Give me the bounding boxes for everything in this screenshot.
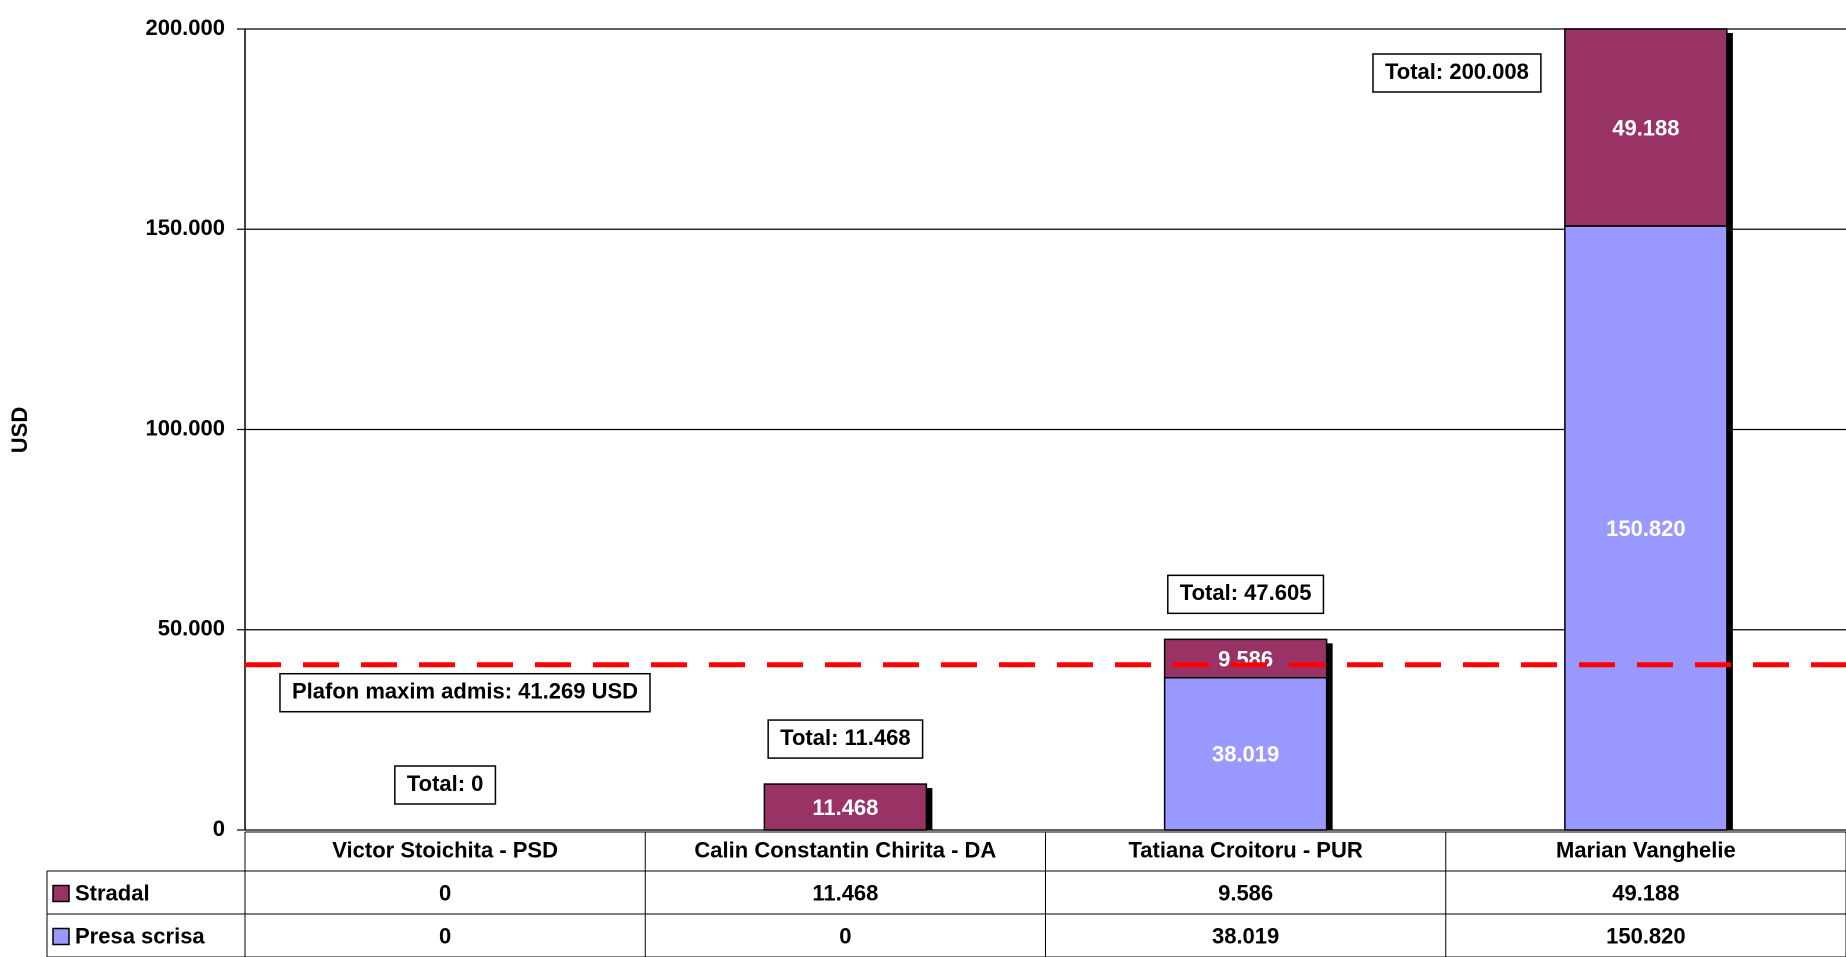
table-value: 0	[439, 880, 451, 905]
table-value: 150.820	[1606, 923, 1686, 948]
bar	[1564, 225, 1728, 831]
legend-label: Presa scrisa	[75, 923, 205, 948]
total-label: Total: 200.008	[1385, 59, 1529, 84]
table-value: 11.468	[812, 880, 878, 905]
bar-value-label: 11.468	[812, 795, 878, 820]
threshold-label: Plafon maxim admis: 41.269 USD	[292, 679, 638, 704]
legend-label: Stradal	[75, 880, 150, 905]
bar	[763, 783, 928, 831]
table-value: 9.586	[1218, 880, 1273, 905]
table-value: 0	[839, 923, 851, 948]
table-value: 38.019	[1212, 923, 1279, 948]
y-tick-label: 150.000	[145, 215, 225, 240]
y-axis-label: USD	[7, 407, 32, 453]
legend-swatch	[52, 884, 70, 903]
y-tick-label: 200.000	[145, 15, 225, 40]
threshold-label-box	[279, 672, 651, 713]
total-label-box	[767, 719, 924, 759]
total-label-box	[1167, 574, 1325, 615]
total-label-box	[1372, 53, 1542, 93]
total-label-box	[394, 765, 497, 805]
y-tick-label: 50.000	[158, 616, 225, 641]
y-tick-label: 0	[213, 816, 225, 841]
bar	[1564, 28, 1728, 227]
bar-value-label: 9.586	[1218, 646, 1273, 671]
y-tick-label: 100.000	[145, 415, 225, 440]
bar	[1163, 676, 1328, 831]
bar-value-label: 49.188	[1612, 115, 1679, 140]
x-tick-label: Calin Constantin Chirita - DA	[694, 837, 996, 862]
total-label: Total: 0	[407, 771, 484, 796]
bar-value-label: 38.019	[1212, 742, 1279, 767]
total-label: Total: 11.468	[780, 725, 910, 750]
table-value: 0	[439, 923, 451, 948]
bar-value-label: 150.820	[1606, 516, 1686, 541]
legend-swatch	[52, 927, 70, 946]
table-value: 49.188	[1612, 880, 1679, 905]
x-tick-label: Victor Stoichita - PSD	[332, 837, 558, 862]
x-tick-label: Tatiana Croitoru - PUR	[1128, 837, 1362, 862]
bar	[1163, 638, 1328, 679]
x-tick-label: Marian Vanghelie	[1556, 837, 1736, 862]
total-label: Total: 47.605	[1180, 580, 1312, 605]
